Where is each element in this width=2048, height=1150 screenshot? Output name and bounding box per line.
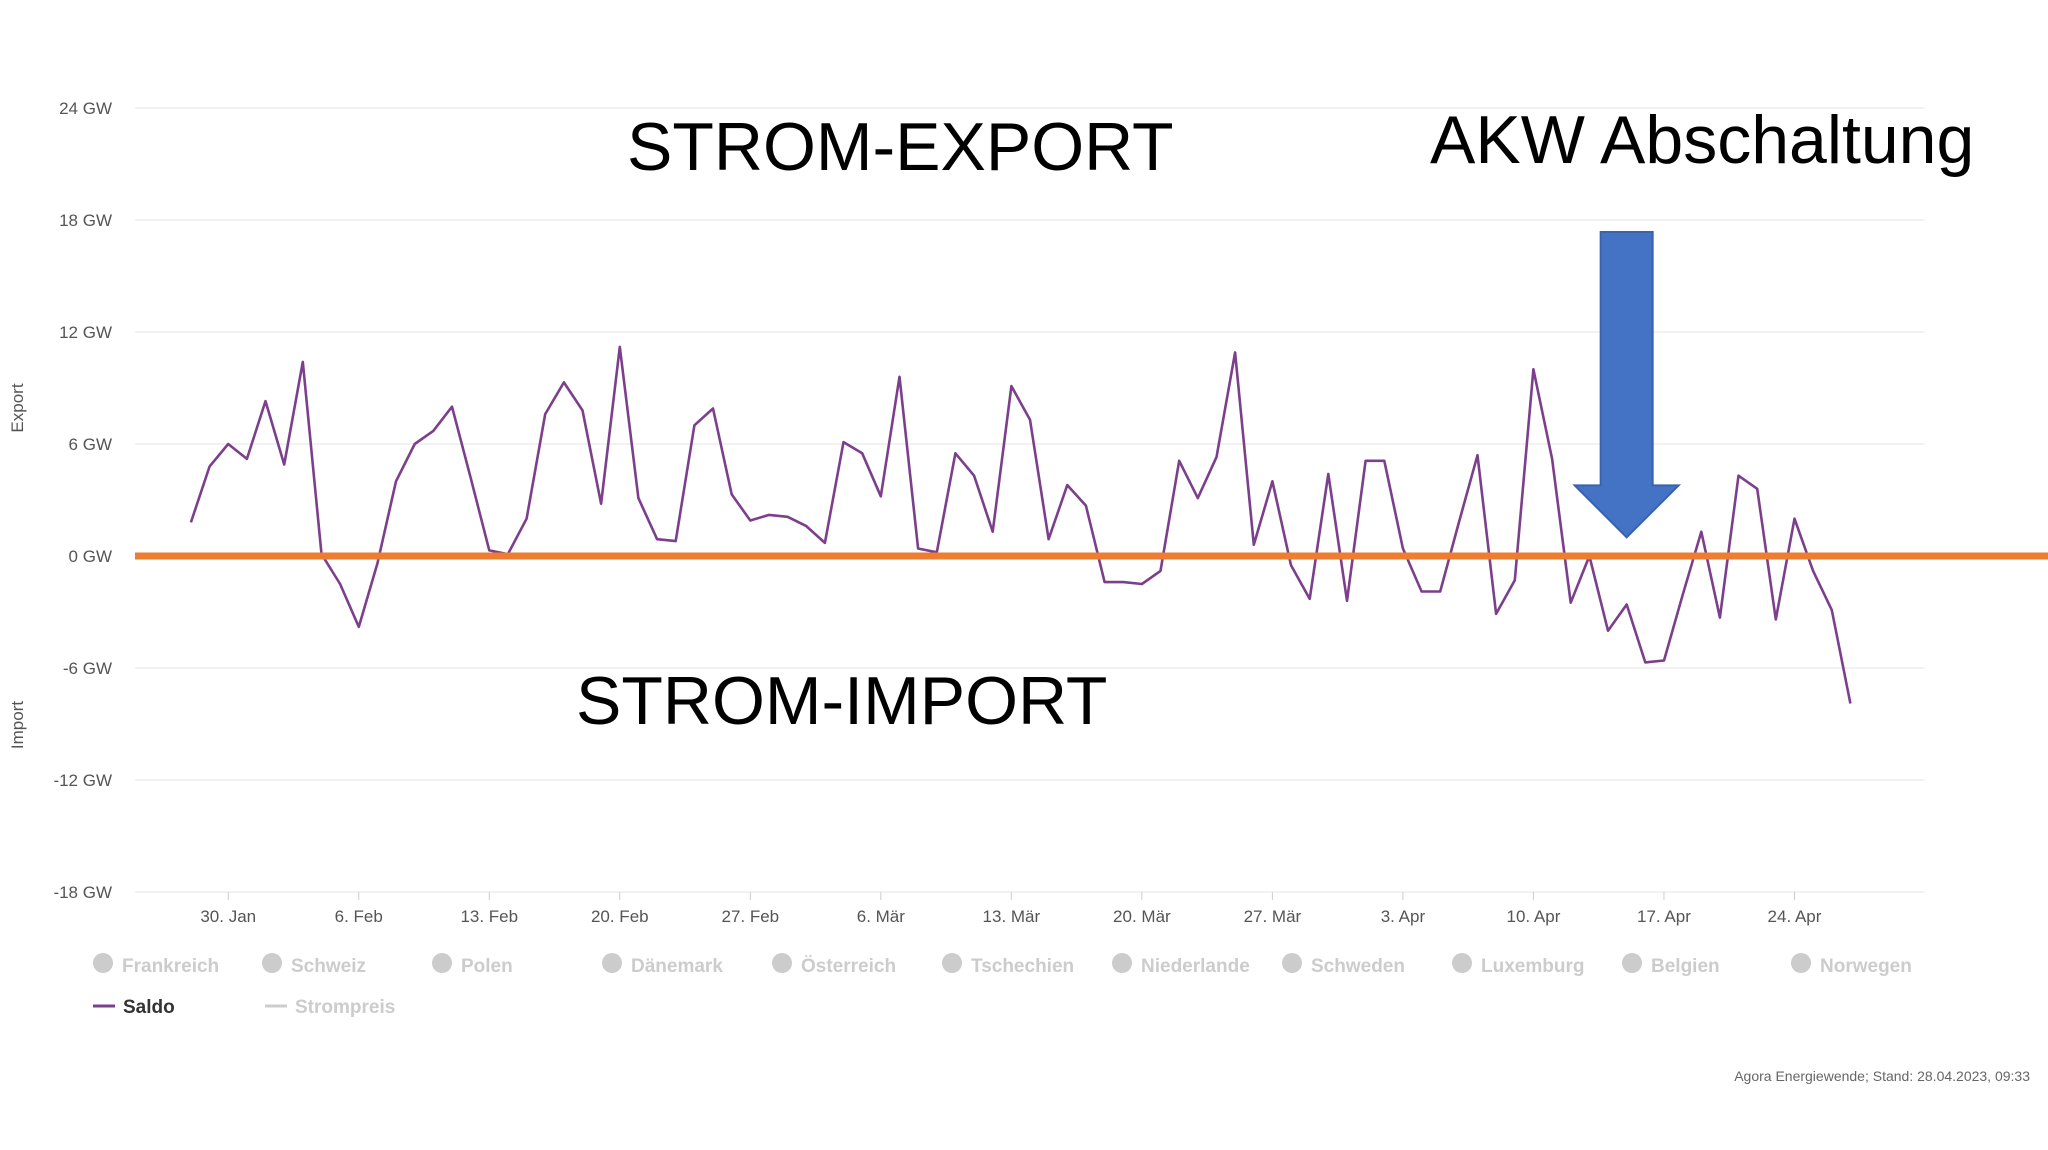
x-tick-label: 3. Apr <box>1381 907 1426 926</box>
legend-item: Strompreis <box>265 997 395 1018</box>
shutdown-arrow-icon <box>1572 231 1682 539</box>
legend-circle-icon <box>1622 953 1642 973</box>
legend-item: Österreich <box>772 953 896 977</box>
x-tick-label: 17. Apr <box>1637 907 1691 926</box>
x-tick-label: 6. Feb <box>335 907 383 926</box>
x-tick-label: 27. Feb <box>721 907 779 926</box>
legend-label: Belgien <box>1651 956 1720 977</box>
legend-circle-icon <box>1452 953 1472 973</box>
legend-circle-icon <box>1282 953 1302 973</box>
y-tick-label: -18 GW <box>53 883 112 902</box>
legend: Frankreich Schweiz Polen Dänemark Österreich… <box>93 953 1912 1018</box>
legend-item: Niederlande <box>1112 953 1250 977</box>
legend-label: Frankreich <box>122 956 219 977</box>
y-axis-ticks: 24 GW 18 GW 12 GW 6 GW 0 GW -6 GW -12 GW -18 GW <box>53 99 112 902</box>
export-annotation: STROM-EXPORT <box>627 109 1174 185</box>
x-tick-label: 6. Mär <box>857 907 906 926</box>
y-axis-title-import: Import <box>8 701 27 749</box>
legend-label: Norwegen <box>1820 956 1912 977</box>
x-axis-ticks: 30. Jan 6. Feb 13. Feb 20. Feb 27. Feb 6. Mär… <box>200 892 1822 926</box>
x-tick-label: 27. Mär <box>1244 907 1302 926</box>
legend-item: Belgien <box>1622 953 1720 977</box>
legend-label: Dänemark <box>631 956 723 977</box>
y-tick-label: -6 GW <box>63 659 112 678</box>
legend-circle-icon <box>1791 953 1811 973</box>
saldo-series-line <box>189 345 1852 704</box>
y-tick-label: 6 GW <box>69 435 112 454</box>
legend-circle-icon <box>262 953 282 973</box>
y-tick-label: 12 GW <box>59 323 112 342</box>
legend-label: Tschechien <box>971 956 1074 977</box>
x-tick-label: 13. Mär <box>983 907 1041 926</box>
legend-label: Niederlande <box>1141 956 1250 977</box>
legend-item: Schweiz <box>262 953 366 977</box>
legend-item: Norwegen <box>1791 953 1912 977</box>
legend-label: Schweiz <box>291 956 366 977</box>
legend-circle-icon <box>772 953 792 973</box>
y-tick-label: 0 GW <box>69 547 112 566</box>
x-tick-label: 30. Jan <box>200 907 256 926</box>
y-tick-label: -12 GW <box>53 771 112 790</box>
x-tick-label: 20. Mär <box>1113 907 1171 926</box>
legend-item: Tschechien <box>942 953 1074 977</box>
legend-label: Österreich <box>801 956 896 977</box>
x-tick-label: 24. Apr <box>1768 907 1822 926</box>
y-axis-title-export: Export <box>8 383 27 432</box>
legend-circle-icon <box>432 953 452 973</box>
shutdown-annotation: AKW Abschaltung <box>1430 102 1974 178</box>
import-annotation: STROM-IMPORT <box>576 663 1107 739</box>
x-tick-label: 10. Apr <box>1507 907 1561 926</box>
legend-label: Saldo <box>123 997 175 1018</box>
legend-item: Frankreich <box>93 953 219 977</box>
x-tick-label: 13. Feb <box>460 907 518 926</box>
y-tick-label: 18 GW <box>59 211 112 230</box>
x-tick-label: 20. Feb <box>591 907 649 926</box>
legend-label: Schweden <box>1311 956 1405 977</box>
legend-item: Dänemark <box>602 953 723 977</box>
y-tick-label: 24 GW <box>59 99 112 118</box>
legend-item: Saldo <box>93 997 175 1018</box>
legend-circle-icon <box>602 953 622 973</box>
legend-item: Polen <box>432 953 513 977</box>
legend-label: Luxemburg <box>1481 956 1584 977</box>
source-note: Agora Energiewende; Stand: 28.04.2023, 0… <box>1734 1068 2030 1084</box>
legend-circle-icon <box>942 953 962 973</box>
legend-circle-icon <box>1112 953 1132 973</box>
legend-item: Luxemburg <box>1452 953 1584 977</box>
legend-item: Schweden <box>1282 953 1405 977</box>
legend-circle-icon <box>93 953 113 973</box>
legend-label: Polen <box>461 956 513 977</box>
legend-label: Strompreis <box>295 997 395 1018</box>
